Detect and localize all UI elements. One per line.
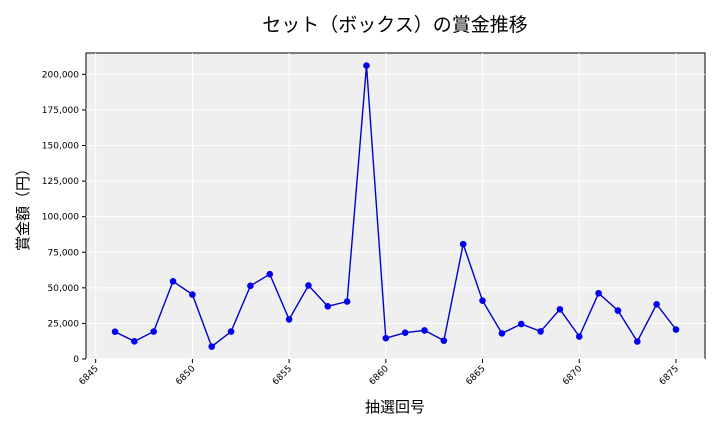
data-point <box>421 327 428 334</box>
data-point <box>324 303 332 310</box>
data-point <box>343 298 351 305</box>
chart-title: セット（ボックス）の賞金推移 <box>262 14 527 36</box>
x-axis-label: 抽選回号 <box>365 398 425 416</box>
x-tick-label: 6870 <box>561 364 584 387</box>
data-point <box>498 330 506 337</box>
data-point <box>247 282 254 290</box>
grid <box>86 53 705 360</box>
data-point <box>440 337 448 344</box>
data-point <box>131 338 138 345</box>
data-point <box>517 320 525 328</box>
y-tick-label: 75,000 <box>48 248 80 258</box>
data-point <box>537 328 544 335</box>
data-point <box>227 328 235 335</box>
data-point <box>363 62 370 69</box>
y-tick-label: 100,000 <box>42 213 79 223</box>
x-tick-label: 6845 <box>78 364 101 387</box>
y-tick-label: 25,000 <box>48 319 80 329</box>
data-point <box>150 328 158 335</box>
series-layer <box>111 62 680 350</box>
y-tick-label: 175,000 <box>42 106 79 116</box>
x-tick-label: 6855 <box>271 364 294 387</box>
data-point <box>479 297 486 304</box>
y-tick-label: 0 <box>73 355 79 365</box>
x-tick-label: 6875 <box>658 364 681 387</box>
data-point <box>305 282 312 289</box>
data-point <box>285 316 293 323</box>
data-point <box>382 334 390 342</box>
x-tick-label: 6860 <box>368 364 391 387</box>
data-point <box>459 240 467 248</box>
plot-area <box>85 52 706 360</box>
x-tick-label: 6850 <box>174 364 197 387</box>
y-tick-label: 150,000 <box>42 142 79 152</box>
data-point <box>633 338 641 345</box>
data-point <box>266 270 274 278</box>
x-axis: 6845 6850 6855 6860 6865 6870 6875 <box>78 359 681 387</box>
y-tick-label: 50,000 <box>48 284 80 294</box>
y-tick-label: 200,000 <box>42 70 79 80</box>
series-line <box>114 65 677 348</box>
data-point <box>653 301 660 308</box>
data-point <box>595 289 602 297</box>
data-point <box>614 307 622 314</box>
data-point <box>672 326 680 333</box>
data-point <box>401 329 409 336</box>
y-tick-label: 125,000 <box>42 177 79 187</box>
data-point <box>575 333 583 340</box>
data-point <box>111 328 119 335</box>
data-point <box>556 306 564 313</box>
data-point <box>208 343 216 350</box>
x-tick-label: 6865 <box>464 364 487 387</box>
data-point <box>169 277 177 285</box>
data-point <box>189 291 196 298</box>
y-axis-label: 賞金額（円） <box>14 161 32 251</box>
y-axis: 0 25,000 50,000 75,000 100,000 125,000 150,000… <box>42 70 86 365</box>
